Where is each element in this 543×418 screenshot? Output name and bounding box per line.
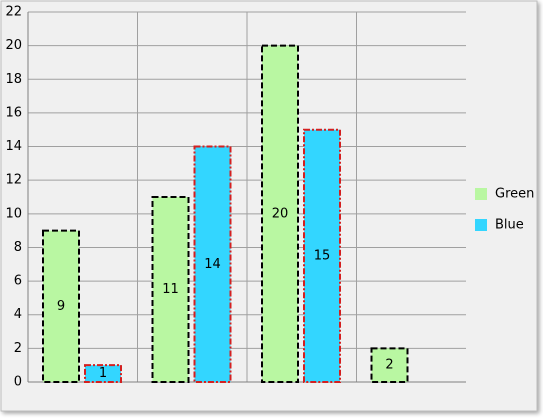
data-label: 1 [99,366,107,381]
bar [151,196,190,383]
data-label: 15 [314,248,331,263]
legend-swatch [475,219,487,231]
bar [193,145,232,383]
y-tick-label: 14 [5,139,22,154]
data-label: 20 [272,206,289,221]
bar [261,44,299,384]
bar [370,347,409,384]
data-label: 11 [162,282,179,297]
y-tick-label: 2 [14,341,22,356]
y-tick-label: 4 [14,307,22,322]
data-label: 2 [385,358,393,373]
bar [84,364,122,384]
y-tick-label: 18 [5,72,22,87]
bar [303,128,341,383]
y-tick-label: 12 [5,173,22,188]
data-label: 14 [204,257,221,272]
legend-swatch [475,188,487,200]
y-tick-label: 6 [14,274,22,289]
legend-label: Green [495,187,534,202]
y-tick-label: 0 [14,375,22,390]
legend-label: Blue [495,218,524,233]
y-tick-label: 16 [5,105,22,120]
bar [42,229,80,383]
y-tick-label: 22 [5,5,22,20]
y-tick-label: 20 [5,38,22,53]
y-tick-label: 8 [14,240,22,255]
data-label: 9 [57,299,65,314]
y-tick-label: 10 [5,206,22,221]
